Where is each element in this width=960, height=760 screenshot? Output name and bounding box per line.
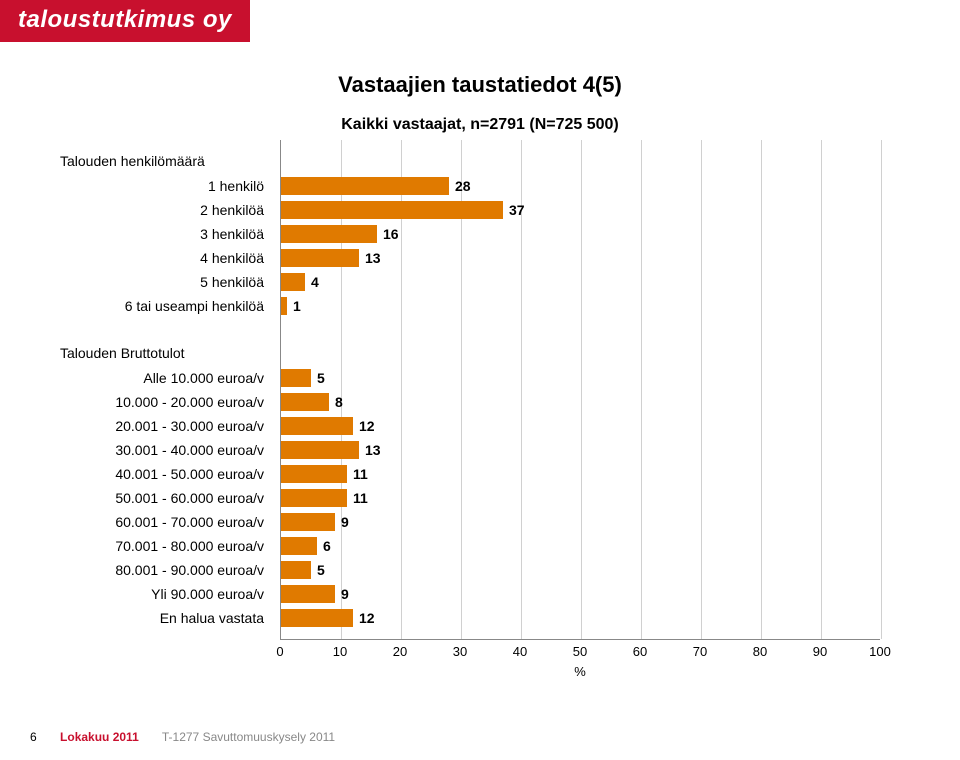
gridline [701,140,702,639]
bar [281,489,347,507]
bar-value: 5 [317,369,325,387]
gridline [581,140,582,639]
bar [281,465,347,483]
bar [281,201,503,219]
bar-value: 9 [341,513,349,531]
category-label: 1 henkilö [60,177,270,195]
gridline [821,140,822,639]
x-tick-label: 90 [805,644,835,659]
category-label: 40.001 - 50.000 euroa/v [60,465,270,483]
gridline [761,140,762,639]
bar-value: 12 [359,609,375,627]
bar [281,585,335,603]
bar-value: 6 [323,537,331,555]
slide-page: { "brand": "taloustutkimus oy", "title":… [0,0,960,760]
bar [281,393,329,411]
bar-value: 37 [509,201,525,219]
category-label: 3 henkilöä [60,225,270,243]
category-label: Yli 90.000 euroa/v [60,585,270,603]
bar [281,273,305,291]
x-tick-label: 70 [685,644,715,659]
bar [281,537,317,555]
bar [281,297,287,315]
bar [281,225,377,243]
bar-value: 11 [353,465,368,483]
footer-code: T-1277 Savuttomuuskysely 2011 [162,730,335,744]
x-tick-label: 20 [385,644,415,659]
bar [281,417,353,435]
x-tick-label: 100 [865,644,895,659]
gridline [641,140,642,639]
bar-value: 1 [293,297,301,315]
category-label: Alle 10.000 euroa/v [60,369,270,387]
bar [281,561,311,579]
bar-value: 8 [335,393,343,411]
bar-value: 5 [317,561,325,579]
bar-value: 13 [365,249,381,267]
x-axis-title: % [280,664,880,679]
bar [281,513,335,531]
group-heading: Talouden henkilömäärä [60,153,270,169]
bar [281,249,359,267]
x-tick-label: 10 [325,644,355,659]
category-label: 30.001 - 40.000 euroa/v [60,441,270,459]
slide-footer: 6 Lokakuu 2011 T-1277 Savuttomuuskysely … [30,730,335,744]
category-label: 80.001 - 90.000 euroa/v [60,561,270,579]
category-label: 50.001 - 60.000 euroa/v [60,489,270,507]
page-number: 6 [30,730,37,744]
category-label: 4 henkilöä [60,249,270,267]
x-tick-label: 40 [505,644,535,659]
category-label: En halua vastata [60,609,270,627]
footer-date: Lokakuu 2011 [60,730,139,744]
bar [281,609,353,627]
x-tick-label: 0 [265,644,295,659]
chart-plot: 28371613415812131111965912 [280,140,880,640]
bar-value: 12 [359,417,375,435]
category-label: 70.001 - 80.000 euroa/v [60,537,270,555]
bar [281,177,449,195]
chart-area: 28371613415812131111965912 % 01020304050… [60,140,900,680]
bar-value: 28 [455,177,471,195]
slide-title: Vastaajien taustatiedot 4(5) [0,72,960,98]
bar-value: 9 [341,585,349,603]
category-label: 60.001 - 70.000 euroa/v [60,513,270,531]
x-tick-label: 50 [565,644,595,659]
group-heading: Talouden Bruttotulot [60,345,270,361]
category-label: 5 henkilöä [60,273,270,291]
slide-subtitle: Kaikki vastaajat, n=2791 (N=725 500) [0,116,960,134]
bar-value: 13 [365,441,381,459]
bar [281,441,359,459]
category-label: 10.000 - 20.000 euroa/v [60,393,270,411]
category-label: 6 tai useampi henkilöä [60,297,270,315]
x-tick-label: 60 [625,644,655,659]
bar-value: 11 [353,489,368,507]
bar [281,369,311,387]
x-tick-label: 80 [745,644,775,659]
category-label: 2 henkilöä [60,201,270,219]
x-tick-label: 30 [445,644,475,659]
bar-value: 4 [311,273,319,291]
bar-value: 16 [383,225,399,243]
gridline [881,140,882,639]
brand-banner: taloustutkimus oy [0,0,250,42]
category-label: 20.001 - 30.000 euroa/v [60,417,270,435]
